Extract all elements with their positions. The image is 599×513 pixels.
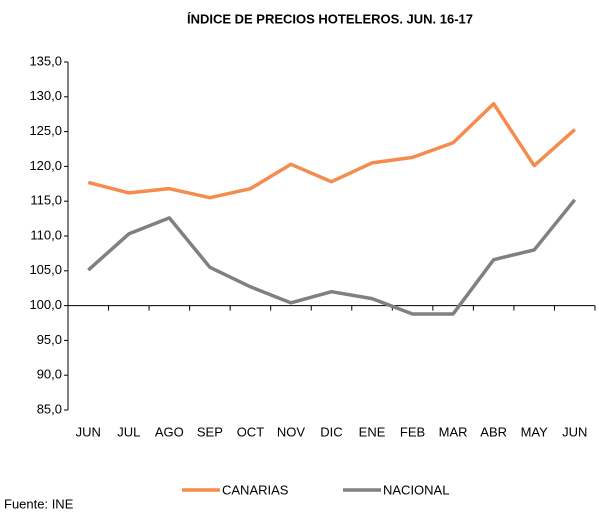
- x-tick-label: ENE: [359, 424, 386, 439]
- y-tick-label: 85,0: [37, 401, 62, 416]
- y-tick-label: 105,0: [29, 262, 62, 277]
- y-tick-label: 110,0: [30, 227, 62, 242]
- y-tick-label: 115,0: [30, 193, 62, 208]
- chart-title: ÍNDICE DE PRECIOS HOTELEROS. JUN. 16-17: [187, 11, 473, 26]
- line-series: [87, 198, 577, 316]
- x-tick-label: OCT: [237, 424, 265, 439]
- line-series: [87, 102, 576, 200]
- y-tick-label: 90,0: [37, 367, 62, 382]
- source-note: Fuente: INE: [4, 496, 74, 511]
- x-tick-label: AGO: [155, 424, 184, 439]
- x-tick-label: MAR: [439, 424, 468, 439]
- y-tick-label: 130,0: [29, 88, 62, 103]
- x-tick-label: NOV: [277, 424, 306, 439]
- y-tick-label: 95,0: [37, 332, 62, 347]
- x-tick-label: JUN: [562, 424, 587, 439]
- x-tick-label: SEP: [197, 424, 223, 439]
- x-tick-label: FEB: [400, 424, 425, 439]
- y-tick-label: 100,0: [29, 297, 62, 312]
- x-tick-label: MAY: [521, 424, 549, 439]
- x-tick-label: JUL: [117, 424, 140, 439]
- legend-label: NACIONAL: [383, 482, 449, 497]
- y-tick-label: 120,0: [29, 158, 62, 173]
- x-tick-label: JUN: [76, 424, 101, 439]
- x-tick-label: DIC: [320, 424, 342, 439]
- legend-label: CANARIAS: [222, 482, 289, 497]
- y-tick-label: 125,0: [29, 123, 62, 138]
- y-tick-label: 135,0: [29, 53, 62, 68]
- x-tick-label: ABR: [480, 424, 507, 439]
